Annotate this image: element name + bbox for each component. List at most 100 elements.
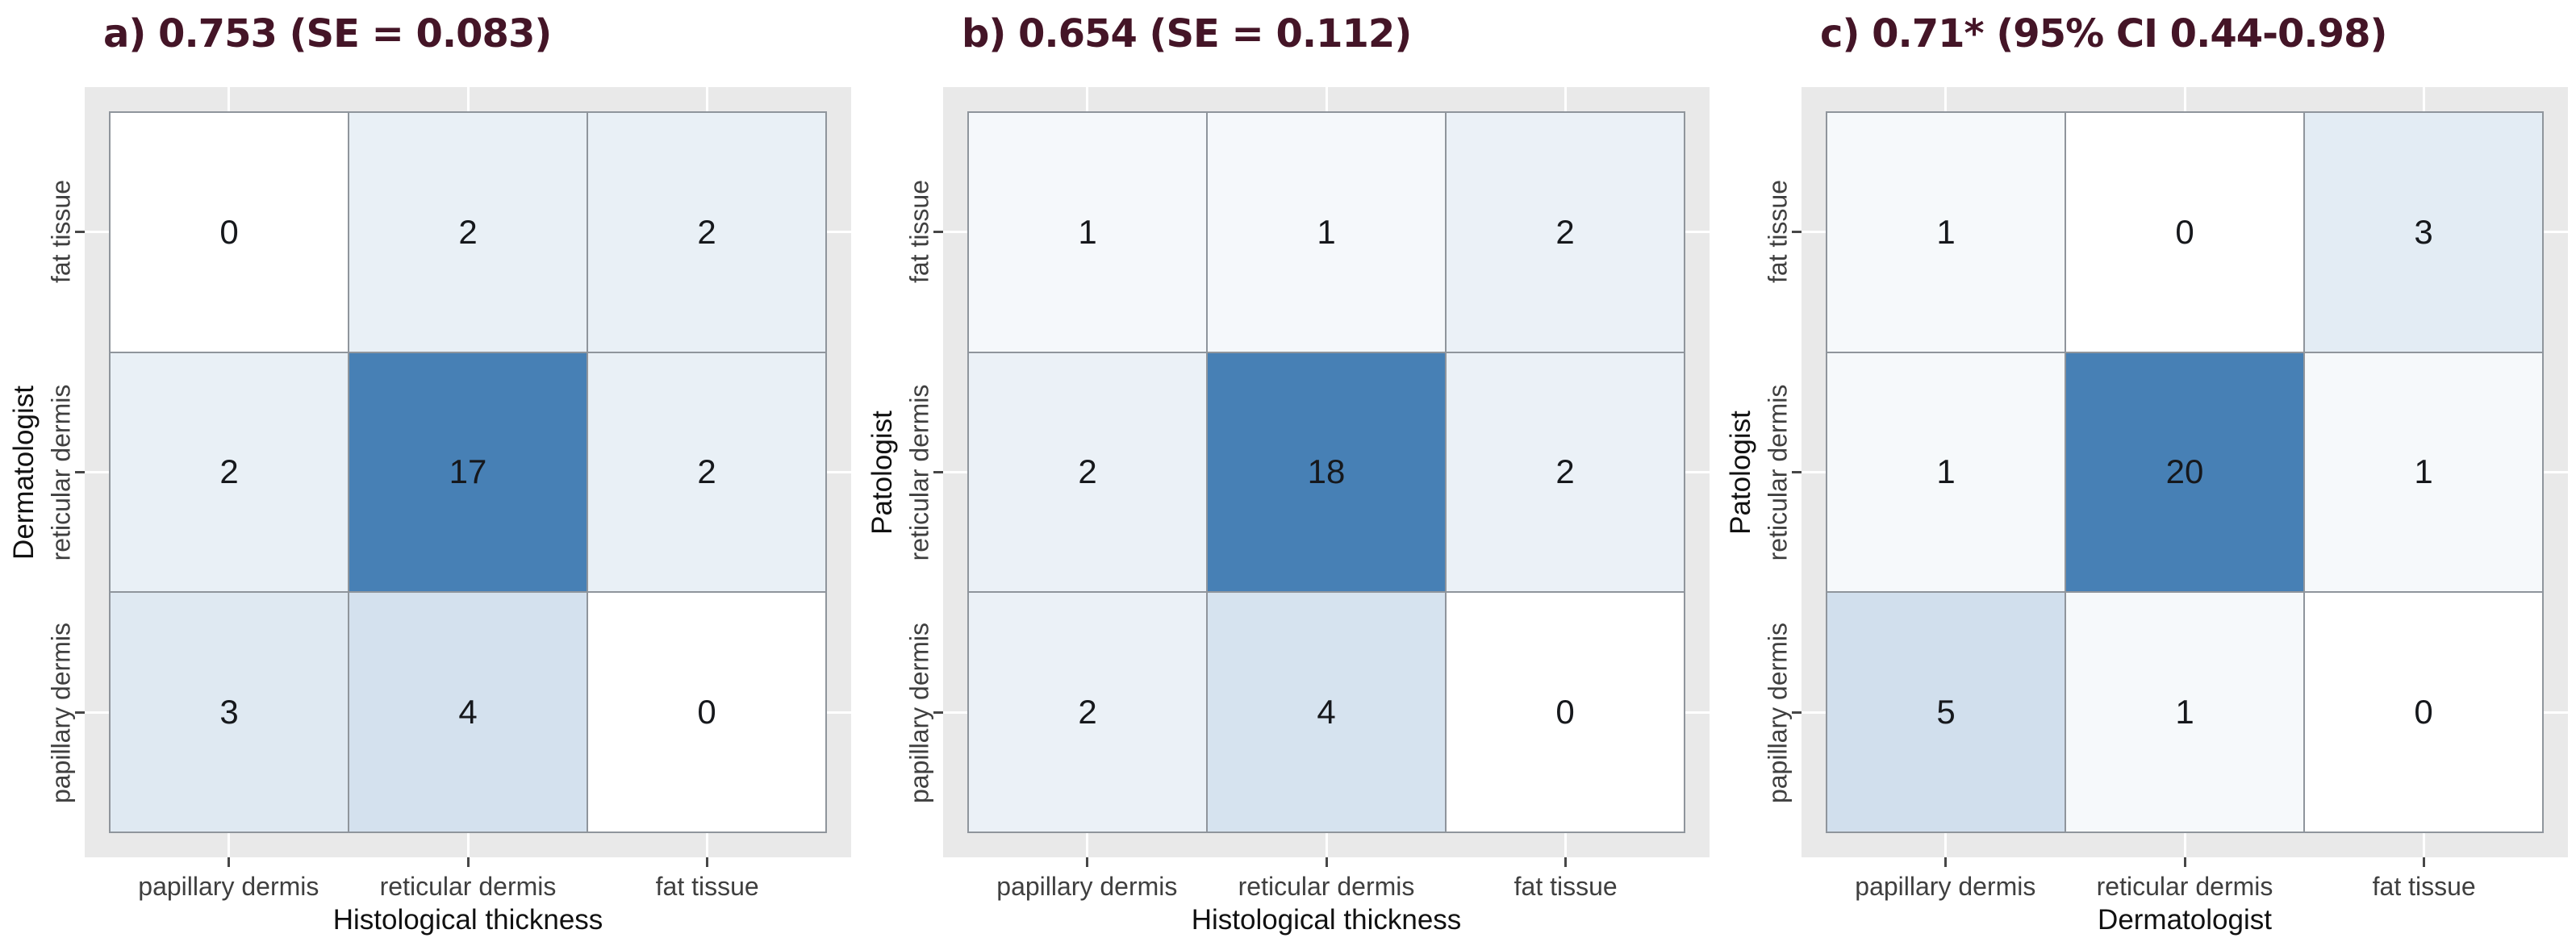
cell-value: 1 — [1317, 212, 1336, 251]
heatmap-cell: 2 — [587, 112, 826, 352]
heatmap-cell: 1 — [2304, 352, 2543, 593]
cell-value: 2 — [1555, 212, 1575, 251]
heatmap-cell: 2 — [110, 352, 349, 593]
chart-c: c) 0.71* (95% CI 0.44-0.98) 1 0 3 1 20 1 5 1 0 p… — [1717, 0, 2576, 942]
y-tick-label: fat tissue — [904, 180, 934, 284]
y-tick-mark — [1792, 711, 1802, 715]
cell-value: 5 — [1936, 693, 1956, 732]
x-tick-label: papillary dermis — [996, 872, 1178, 901]
chart-a: a) 0.753 (SE = 0.083) 0 2 2 2 17 2 3 4 0 papilla… — [0, 0, 858, 942]
cell-value: 17 — [449, 452, 487, 491]
y-tick-mark — [933, 711, 943, 715]
heatmap-cell: 1 — [2065, 592, 2304, 832]
cell-value: 3 — [219, 693, 239, 732]
y-tick-label: papillary dermis — [1763, 622, 1793, 803]
heatmap-cell: 2 — [1446, 352, 1685, 593]
heatmap-cell: 0 — [2065, 112, 2304, 352]
chart-c-y-axis-title: Patologist — [1725, 410, 1756, 535]
cell-value: 4 — [458, 693, 478, 732]
cell-value: 2 — [1555, 452, 1575, 491]
cell-value: 2 — [1078, 693, 1097, 732]
y-tick-label: fat tissue — [46, 180, 76, 284]
x-tick-label: papillary dermis — [1855, 872, 2036, 901]
x-tick-mark — [706, 857, 709, 867]
heatmap-cell: 2 — [349, 112, 587, 352]
y-tick-mark — [1792, 471, 1802, 473]
x-tick-label: fat tissue — [655, 872, 759, 901]
chart-a-plot-panel: 0 2 2 2 17 2 3 4 0 — [85, 87, 851, 857]
chart-c-x-axis-title: Dermatologist — [2098, 904, 2272, 936]
heatmap-cell: 0 — [587, 592, 826, 832]
cell-value: 20 — [2165, 452, 2204, 491]
cell-value: 0 — [697, 693, 716, 732]
x-tick-mark — [2423, 857, 2426, 867]
cell-value: 0 — [2414, 693, 2433, 732]
cell-value: 1 — [1936, 212, 1956, 251]
chart-b-title: b) 0.654 (SE = 0.112) — [962, 11, 1412, 56]
chart-b-x-axis-title: Histological thickness — [1191, 904, 1462, 936]
cell-value: 3 — [2414, 212, 2433, 251]
x-tick-mark — [1085, 857, 1088, 867]
chart-a-heatmap-grid: 0 2 2 2 17 2 3 4 0 — [109, 111, 827, 833]
y-tick-mark — [75, 711, 85, 715]
y-tick-mark — [75, 471, 85, 473]
cell-value: 0 — [2175, 212, 2194, 251]
x-tick-label: fat tissue — [2372, 872, 2476, 901]
chart-b-plot-panel: 1 1 2 2 18 2 2 4 0 — [943, 87, 1710, 857]
heatmap-cell: 2 — [968, 352, 1207, 593]
chart-a-y-axis-title: Dermatologist — [8, 385, 40, 560]
y-tick-label: fat tissue — [1763, 180, 1793, 284]
y-tick-label: reticular dermis — [46, 384, 76, 561]
y-tick-label: papillary dermis — [46, 622, 76, 803]
cell-value: 1 — [1936, 452, 1956, 491]
heatmap-cell: 20 — [2065, 352, 2304, 593]
y-tick-mark — [933, 471, 943, 473]
x-tick-mark — [1325, 857, 1328, 867]
chart-a-x-axis-title: Histological thickness — [332, 904, 603, 936]
heatmap-cell: 0 — [1446, 592, 1685, 832]
cell-value: 2 — [697, 452, 716, 491]
heatmap-cell: 3 — [2304, 112, 2543, 352]
y-tick-label: reticular dermis — [1763, 384, 1793, 561]
cell-value: 4 — [1317, 693, 1336, 732]
x-tick-label: reticular dermis — [2096, 872, 2273, 901]
cell-value: 2 — [458, 212, 478, 251]
x-tick-label: reticular dermis — [1238, 872, 1415, 901]
heatmap-cell: 4 — [1207, 592, 1446, 832]
chart-b-y-axis-title: Patologist — [866, 410, 898, 535]
cell-value: 0 — [1555, 693, 1575, 732]
heatmap-cell: 2 — [587, 352, 826, 593]
x-tick-mark — [466, 857, 470, 867]
heatmap-cell: 5 — [1827, 592, 2065, 832]
x-tick-label: fat tissue — [1513, 872, 1618, 901]
chart-a-title: a) 0.753 (SE = 0.083) — [103, 11, 552, 56]
cell-value: 1 — [1078, 212, 1097, 251]
heatmap-cell: 0 — [2304, 592, 2543, 832]
heatmap-cell: 17 — [349, 352, 587, 593]
cell-value: 1 — [2175, 693, 2194, 732]
chart-c-heatmap-grid: 1 0 3 1 20 1 5 1 0 — [1826, 111, 2544, 833]
x-tick-mark — [2183, 857, 2186, 867]
chart-b-heatmap-grid: 1 1 2 2 18 2 2 4 0 — [967, 111, 1685, 833]
y-tick-label: reticular dermis — [904, 384, 934, 561]
x-tick-label: papillary dermis — [138, 872, 319, 901]
heatmap-cell: 2 — [968, 592, 1207, 832]
heatmap-cell: 4 — [349, 592, 587, 832]
y-tick-mark — [933, 230, 943, 233]
y-tick-mark — [1792, 230, 1802, 233]
x-tick-label: reticular dermis — [379, 872, 557, 901]
heatmap-cell: 2 — [1446, 112, 1685, 352]
heatmap-cell: 1 — [968, 112, 1207, 352]
heatmap-cell: 1 — [1207, 112, 1446, 352]
x-tick-mark — [227, 857, 230, 867]
heatmap-cell: 3 — [110, 592, 349, 832]
heatmap-cell: 1 — [1827, 112, 2065, 352]
heatmap-cell: 0 — [110, 112, 349, 352]
x-tick-mark — [1564, 857, 1568, 867]
cell-value: 2 — [1078, 452, 1097, 491]
chart-c-title: c) 0.71* (95% CI 0.44-0.98) — [1820, 11, 2387, 56]
heatmap-cell: 1 — [1827, 352, 2065, 593]
chart-c-plot-panel: 1 0 3 1 20 1 5 1 0 — [1802, 87, 2568, 857]
y-tick-label: papillary dermis — [904, 622, 934, 803]
